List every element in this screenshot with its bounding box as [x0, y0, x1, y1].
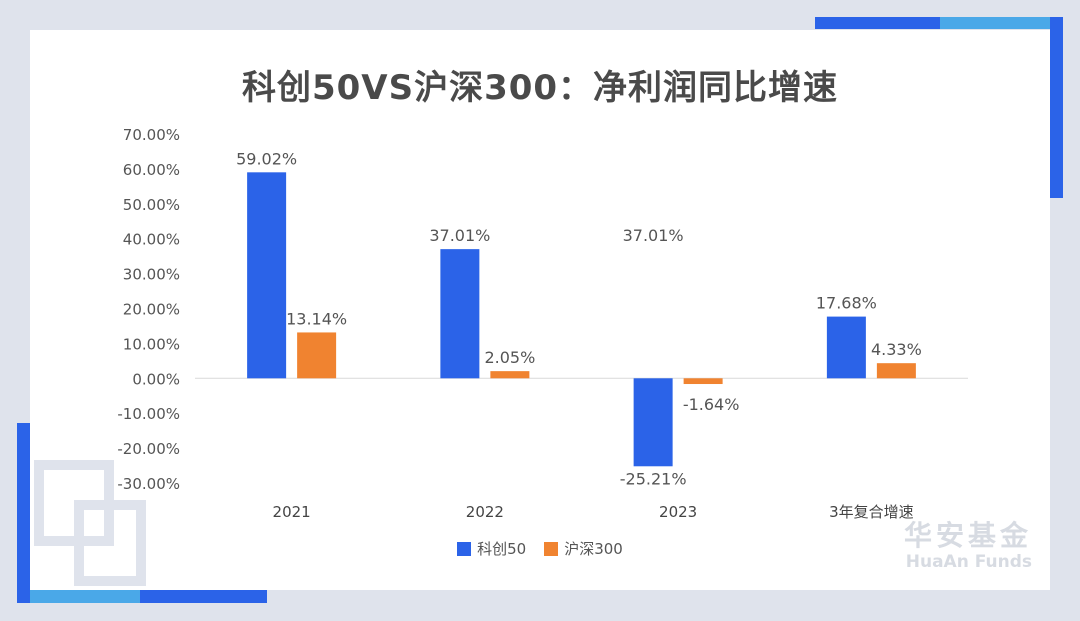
legend-item-series2: 沪深300 — [544, 538, 623, 559]
bar-series1 — [633, 378, 673, 467]
bars — [247, 172, 916, 467]
bar-series2 — [876, 363, 916, 379]
legend-item-series1: 科创50 — [457, 538, 526, 559]
y-tick-label: 10.00% — [123, 335, 180, 353]
y-tick-label: 70.00% — [123, 126, 180, 144]
legend: 科创50 沪深300 — [0, 538, 1080, 559]
bar-series1 — [247, 172, 287, 379]
y-tick-label: 40.00% — [123, 231, 180, 249]
x-tick-label: 2023 — [659, 503, 697, 521]
bottom-left-accent-bar-light — [30, 590, 140, 603]
data-label-series1: 59.02% — [236, 149, 297, 168]
data-labels: 59.02% 13.14% 37.01% 2.05% -25.21% -1.64% 17.6… — [236, 149, 922, 488]
data-label-series2: 13.14% — [286, 309, 347, 328]
brand-name-cn: 华安基金 — [903, 519, 1032, 552]
bar-series2 — [683, 378, 723, 385]
right-accent-bar — [1050, 17, 1063, 198]
y-tick-label: 20.00% — [123, 301, 180, 319]
data-label-series1: 17.68% — [816, 294, 877, 313]
left-accent-bar — [17, 423, 30, 603]
chart-title: 科创50VS沪深300：净利润同比增速 — [241, 68, 839, 108]
data-label-series1: -25.21% — [620, 469, 687, 488]
legend-swatch-series1 — [457, 541, 472, 556]
bar-series2 — [297, 332, 337, 379]
legend-label-series1: 科创50 — [477, 540, 527, 558]
bar-series2 — [490, 371, 530, 379]
data-label-series2: 4.33% — [871, 340, 922, 359]
y-tick-label: 0.00% — [132, 370, 180, 388]
top-right-accent-bar-light — [940, 17, 1050, 29]
bar-series1 — [440, 249, 480, 379]
y-tick-label: 60.00% — [123, 161, 180, 179]
bottom-left-square-outline-2 — [74, 500, 146, 586]
bar-series1 — [826, 316, 866, 379]
x-tick-label: 2021 — [273, 503, 311, 521]
data-label-series2: -1.64% — [683, 395, 740, 414]
legend-label-series2: 沪深300 — [564, 540, 623, 558]
y-tick-label: -10.00% — [117, 405, 180, 423]
x-axis: 2021 2022 2023 3年复合增速 — [273, 503, 914, 521]
y-tick-label: 50.00% — [123, 196, 180, 214]
y-tick-label: -30.00% — [117, 475, 180, 493]
annotation-label: 37.01% — [623, 226, 684, 245]
x-tick-label: 2022 — [466, 503, 504, 521]
data-label-series2: 2.05% — [484, 348, 535, 367]
data-label-series1: 37.01% — [429, 226, 490, 245]
brand-name-en: HuaAn Funds — [905, 552, 1032, 572]
chart-card — [30, 30, 1050, 590]
x-tick-label: 3年复合增速 — [829, 503, 914, 521]
y-tick-label: -20.00% — [117, 440, 180, 458]
brand-logo: 华安基金 HuaAn Funds — [904, 522, 1032, 571]
legend-swatch-series2 — [544, 541, 559, 556]
y-tick-label: 30.00% — [123, 266, 180, 284]
